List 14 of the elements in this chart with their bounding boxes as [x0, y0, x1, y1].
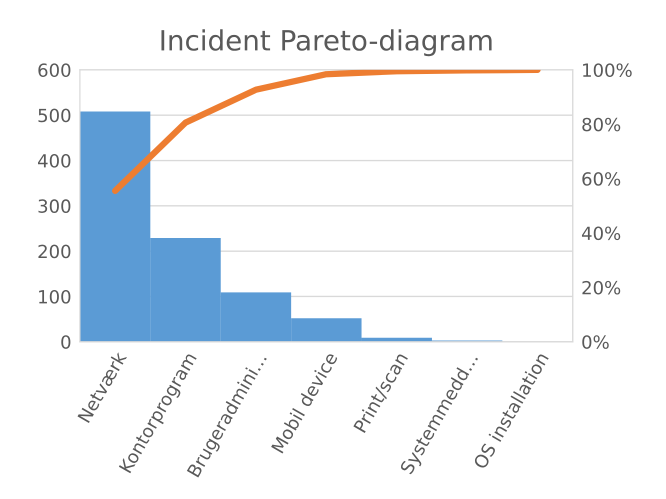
- y-tick-label: 400: [38, 154, 70, 168]
- y2-tick-label: 60%: [582, 172, 620, 186]
- y2-tick-label: 80%: [582, 118, 620, 132]
- y-tick-label: 100: [39, 290, 70, 304]
- y-tick-label: 500: [38, 108, 70, 122]
- y-tick-label: 0: [61, 335, 70, 349]
- y2-tick-label: 20%: [582, 280, 620, 295]
- y-tick-label: 200: [38, 244, 70, 258]
- y2-tick-label: 0%: [582, 335, 609, 349]
- y-tick-label: 600: [38, 63, 70, 77]
- chart-title: Incident Pareto-diagram: [161, 29, 492, 56]
- y-tick-label: 300: [38, 199, 70, 213]
- y2-tick-label: 40%: [582, 226, 620, 240]
- y2-tick-label: 100%: [583, 63, 632, 77]
